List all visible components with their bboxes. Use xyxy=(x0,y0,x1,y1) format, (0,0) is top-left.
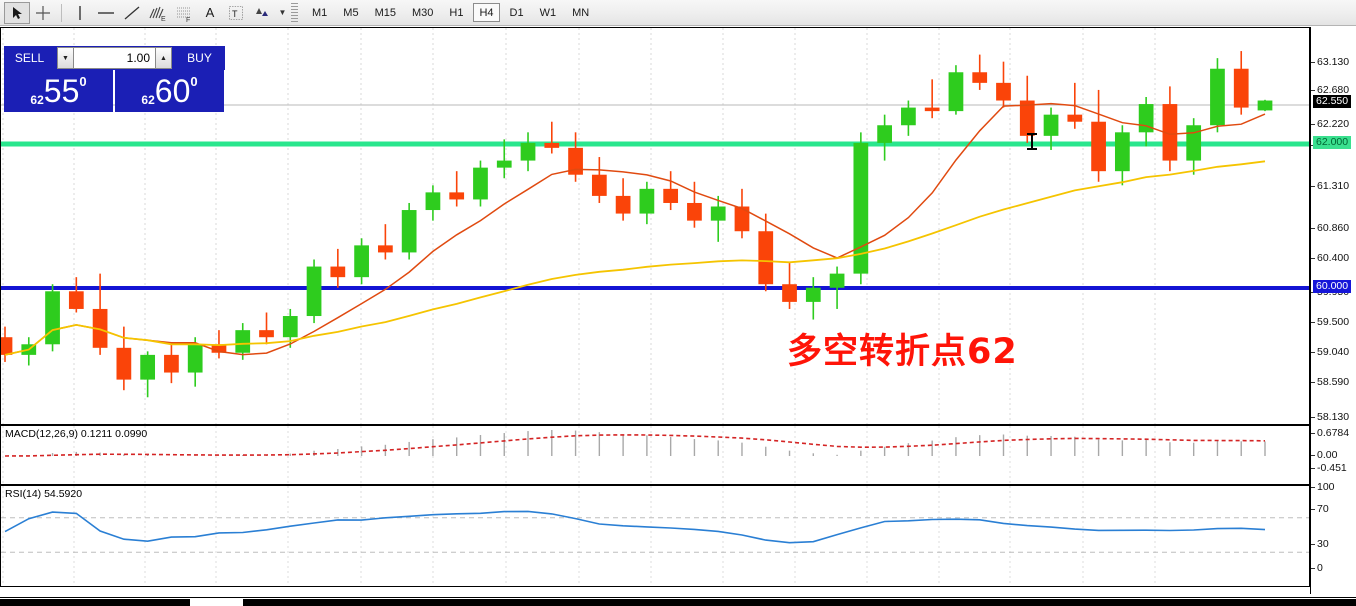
timeframe-h4[interactable]: H4 xyxy=(473,3,500,22)
scrollbar-track-left[interactable] xyxy=(0,599,190,606)
text-icon[interactable]: A xyxy=(205,5,215,20)
price-tick: 59.040 xyxy=(1311,346,1349,358)
price-tick: 63.130 xyxy=(1311,56,1349,68)
timeframe-m1[interactable]: M1 xyxy=(312,7,328,19)
rsi-scale-tick: 0 xyxy=(1311,562,1323,574)
price-tick: 58.590 xyxy=(1311,376,1349,388)
volume-decrement-button[interactable]: ▼ xyxy=(57,47,74,69)
price-tick: 60.400 xyxy=(1311,252,1349,264)
rsi-scale-tick: 70 xyxy=(1311,503,1329,515)
horizontal-scrollbar[interactable] xyxy=(0,597,1356,606)
timeframe-mn[interactable]: MN xyxy=(572,7,590,19)
buy-price-main: 60 xyxy=(154,73,191,109)
main-toolbar: E F A T ▼ M1 xyxy=(0,0,1356,26)
rsi-chart xyxy=(1,486,1309,586)
sell-price-point: 0 xyxy=(79,74,87,89)
buy-price-button[interactable]: 62 60 0 xyxy=(115,70,224,112)
macd-caption: MACD(12,26,9) 0.1211 0.0990 xyxy=(5,428,148,440)
price-tick: 61.310 xyxy=(1311,180,1349,192)
trendline-icon[interactable] xyxy=(119,2,145,24)
rsi-scale-tick: 30 xyxy=(1311,538,1329,550)
octp-header-row: SELL ▼ 1.00 ▲ BUY xyxy=(4,46,225,70)
buy-button[interactable]: BUY xyxy=(174,46,225,70)
macd-scale-tick: 0.00 xyxy=(1311,449,1337,461)
rsi-caption: RSI(14) 54.5920 xyxy=(5,488,83,500)
horizontal-line-icon[interactable] xyxy=(93,2,119,24)
sell-button[interactable]: SELL xyxy=(4,46,55,70)
chart-annotation: 多空转折点62 xyxy=(787,332,1018,372)
volume-increment-button[interactable]: ▲ xyxy=(155,47,172,69)
svg-text:T: T xyxy=(232,9,238,19)
volume-input[interactable]: 1.00 xyxy=(74,47,155,69)
volume-field-wrap: ▼ 1.00 ▲ xyxy=(55,46,174,70)
buy-price-point: 0 xyxy=(190,74,198,89)
vertical-line-icon[interactable] xyxy=(67,2,93,24)
macd-scale-tick: 0.6784 xyxy=(1311,427,1349,439)
price-tick: 60.860 xyxy=(1311,222,1349,234)
price-scale[interactable]: 63.13062.68062.22061.77061.31060.86060.4… xyxy=(1310,27,1356,594)
timeframe-bar: M1 M5 M15 M30 H1 H4 D1 W1 MN xyxy=(304,3,597,22)
cursor-icon[interactable] xyxy=(4,1,30,24)
toolbar-grip[interactable] xyxy=(291,2,298,23)
sell-price-main: 55 xyxy=(43,73,80,109)
rsi-pane[interactable]: RSI(14) 54.5920 xyxy=(0,485,1310,587)
timeframe-d1[interactable]: D1 xyxy=(509,7,524,19)
timeframe-m30[interactable]: M30 xyxy=(411,7,434,19)
price-tick: 62.220 xyxy=(1311,118,1349,130)
shapes-dropdown-icon[interactable]: ▼ xyxy=(278,8,287,17)
macd-scale-tick: -0.451 xyxy=(1311,462,1347,474)
price-tag-level-blue: 60.000 xyxy=(1313,280,1352,293)
svg-text:F: F xyxy=(186,17,190,22)
svg-text:E: E xyxy=(161,16,166,22)
elliott-wave-icon[interactable]: E xyxy=(145,2,171,24)
buy-price-prefix: 62 xyxy=(141,93,155,107)
one-click-trading-panel[interactable]: SELL ▼ 1.00 ▲ BUY 62 55 0 62 60 0 xyxy=(4,46,225,112)
timeframe-m15[interactable]: M15 xyxy=(374,7,396,19)
price-tick: 62.680 xyxy=(1311,84,1349,96)
sell-price-button[interactable]: 62 55 0 xyxy=(4,70,113,112)
price-tag-current-price: 62.550 xyxy=(1313,95,1352,108)
toolbar-divider xyxy=(61,3,62,22)
chart-area[interactable]: 多空转折点62 MACD(12,26,9) 0.1211 0.0990 RSI(… xyxy=(0,27,1310,594)
price-tick: 59.500 xyxy=(1311,316,1349,328)
shapes-icon[interactable] xyxy=(249,2,275,24)
rsi-scale-tick: 100 xyxy=(1311,481,1335,493)
sell-price-prefix: 62 xyxy=(30,93,44,107)
macd-pane[interactable]: MACD(12,26,9) 0.1211 0.0990 xyxy=(0,425,1310,485)
text-label-icon[interactable]: T xyxy=(223,2,249,24)
price-tick: 58.130 xyxy=(1311,411,1349,423)
fibonacci-icon[interactable]: F xyxy=(171,2,197,24)
price-tag-level-green: 62.000 xyxy=(1313,136,1352,149)
timeframe-w1[interactable]: W1 xyxy=(539,7,557,19)
candlestick-chart xyxy=(1,28,1309,424)
macd-chart xyxy=(2,426,1266,484)
timeframe-m5[interactable]: M5 xyxy=(343,7,359,19)
scrollbar-thumb[interactable] xyxy=(243,599,1356,606)
timeframe-h1[interactable]: H1 xyxy=(449,7,464,19)
octp-price-row: 62 55 0 62 60 0 xyxy=(4,70,225,112)
crosshair-icon[interactable] xyxy=(30,2,56,24)
